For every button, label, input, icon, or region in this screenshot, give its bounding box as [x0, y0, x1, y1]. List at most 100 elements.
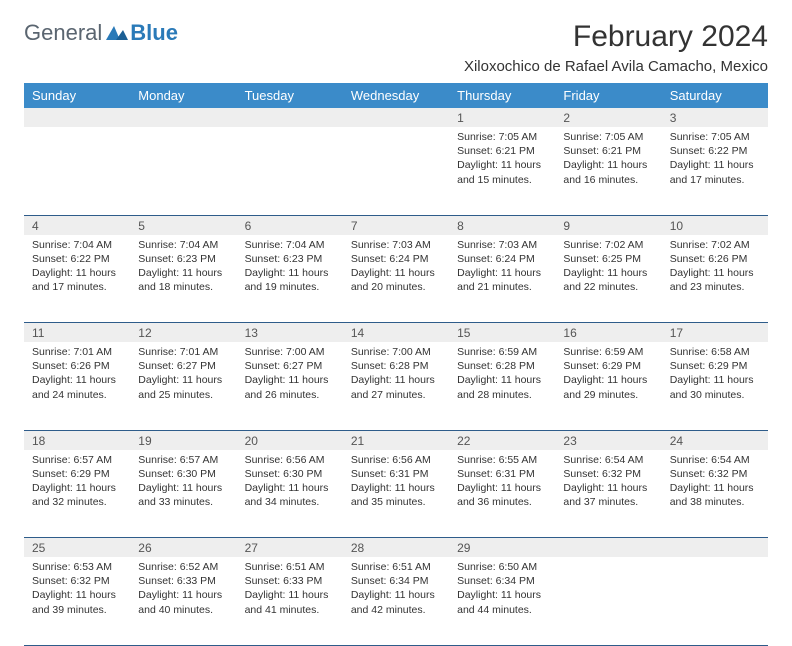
sunset-line: Sunset: 6:34 PM — [351, 574, 441, 588]
day-cell: Sunrise: 6:58 AMSunset: 6:29 PMDaylight:… — [662, 342, 768, 430]
sunset-line: Sunset: 6:26 PM — [32, 359, 122, 373]
day-number-cell: 24 — [662, 430, 768, 450]
day-cell — [130, 127, 236, 215]
day-cell: Sunrise: 7:05 AMSunset: 6:22 PMDaylight:… — [662, 127, 768, 215]
daylight-line: Daylight: 11 hours and 41 minutes. — [245, 588, 335, 616]
daylight-line: Daylight: 11 hours and 25 minutes. — [138, 373, 228, 401]
sunset-line: Sunset: 6:28 PM — [457, 359, 547, 373]
sunset-line: Sunset: 6:21 PM — [457, 144, 547, 158]
day-cell: Sunrise: 7:05 AMSunset: 6:21 PMDaylight:… — [555, 127, 661, 215]
sunrise-line: Sunrise: 6:56 AM — [351, 453, 441, 467]
day-number-cell: 1 — [449, 108, 555, 127]
day-cell-body: Sunrise: 7:00 AMSunset: 6:28 PMDaylight:… — [343, 342, 449, 407]
sunrise-line: Sunrise: 6:59 AM — [563, 345, 653, 359]
sunset-line: Sunset: 6:30 PM — [245, 467, 335, 481]
day-cell: Sunrise: 6:56 AMSunset: 6:30 PMDaylight:… — [237, 450, 343, 538]
week-row: Sunrise: 6:53 AMSunset: 6:32 PMDaylight:… — [24, 557, 768, 645]
sunset-line: Sunset: 6:30 PM — [138, 467, 228, 481]
sunset-line: Sunset: 6:24 PM — [457, 252, 547, 266]
sunset-line: Sunset: 6:34 PM — [457, 574, 547, 588]
day-number-cell: 10 — [662, 215, 768, 235]
sunrise-line: Sunrise: 6:50 AM — [457, 560, 547, 574]
day-cell: Sunrise: 7:04 AMSunset: 6:22 PMDaylight:… — [24, 235, 130, 323]
sunset-line: Sunset: 6:32 PM — [670, 467, 760, 481]
day-number-cell — [24, 108, 130, 127]
sunset-line: Sunset: 6:23 PM — [138, 252, 228, 266]
daylight-line: Daylight: 11 hours and 35 minutes. — [351, 481, 441, 509]
calendar-table: Sunday Monday Tuesday Wednesday Thursday… — [24, 83, 768, 646]
day-cell: Sunrise: 6:51 AMSunset: 6:33 PMDaylight:… — [237, 557, 343, 645]
day-header: Thursday — [449, 83, 555, 108]
day-number-cell: 13 — [237, 323, 343, 343]
day-header: Wednesday — [343, 83, 449, 108]
day-number-row: 2526272829 — [24, 538, 768, 558]
sunrise-line: Sunrise: 6:57 AM — [32, 453, 122, 467]
daylight-line: Daylight: 11 hours and 33 minutes. — [138, 481, 228, 509]
day-number-cell: 18 — [24, 430, 130, 450]
day-cell-body: Sunrise: 6:59 AMSunset: 6:28 PMDaylight:… — [449, 342, 555, 407]
day-number-cell — [237, 108, 343, 127]
header: General Blue February 2024 — [24, 20, 768, 54]
day-cell: Sunrise: 6:51 AMSunset: 6:34 PMDaylight:… — [343, 557, 449, 645]
day-number-cell: 20 — [237, 430, 343, 450]
daylight-line: Daylight: 11 hours and 26 minutes. — [245, 373, 335, 401]
daylight-line: Daylight: 11 hours and 28 minutes. — [457, 373, 547, 401]
day-cell: Sunrise: 7:00 AMSunset: 6:28 PMDaylight:… — [343, 342, 449, 430]
sunset-line: Sunset: 6:22 PM — [670, 144, 760, 158]
day-cell-body: Sunrise: 7:00 AMSunset: 6:27 PMDaylight:… — [237, 342, 343, 407]
day-cell: Sunrise: 6:53 AMSunset: 6:32 PMDaylight:… — [24, 557, 130, 645]
day-cell: Sunrise: 7:01 AMSunset: 6:27 PMDaylight:… — [130, 342, 236, 430]
day-cell: Sunrise: 6:57 AMSunset: 6:29 PMDaylight:… — [24, 450, 130, 538]
sunset-line: Sunset: 6:33 PM — [138, 574, 228, 588]
daylight-line: Daylight: 11 hours and 36 minutes. — [457, 481, 547, 509]
day-cell: Sunrise: 6:57 AMSunset: 6:30 PMDaylight:… — [130, 450, 236, 538]
day-number-cell: 5 — [130, 215, 236, 235]
day-cell-body: Sunrise: 7:02 AMSunset: 6:26 PMDaylight:… — [662, 235, 768, 300]
day-header: Monday — [130, 83, 236, 108]
day-cell: Sunrise: 6:59 AMSunset: 6:29 PMDaylight:… — [555, 342, 661, 430]
sunrise-line: Sunrise: 6:57 AM — [138, 453, 228, 467]
day-cell-body: Sunrise: 7:04 AMSunset: 6:22 PMDaylight:… — [24, 235, 130, 300]
day-number-cell: 17 — [662, 323, 768, 343]
day-cell — [555, 557, 661, 645]
day-cell: Sunrise: 7:03 AMSunset: 6:24 PMDaylight:… — [343, 235, 449, 323]
sunset-line: Sunset: 6:23 PM — [245, 252, 335, 266]
sunrise-line: Sunrise: 7:04 AM — [138, 238, 228, 252]
sunset-line: Sunset: 6:25 PM — [563, 252, 653, 266]
sunset-line: Sunset: 6:32 PM — [563, 467, 653, 481]
day-cell: Sunrise: 6:54 AMSunset: 6:32 PMDaylight:… — [555, 450, 661, 538]
daylight-line: Daylight: 11 hours and 34 minutes. — [245, 481, 335, 509]
daylight-line: Daylight: 11 hours and 18 minutes. — [138, 266, 228, 294]
daylight-line: Daylight: 11 hours and 37 minutes. — [563, 481, 653, 509]
week-row: Sunrise: 7:05 AMSunset: 6:21 PMDaylight:… — [24, 127, 768, 215]
day-cell-body: Sunrise: 7:05 AMSunset: 6:22 PMDaylight:… — [662, 127, 768, 192]
week-row: Sunrise: 7:04 AM Sunset: 6:22 PM Daylight:… — [24, 235, 768, 323]
daylight-line: Daylight: 11 hours and 15 minutes. — [457, 158, 547, 186]
sunrise-line: Sunrise: 7:05 AM — [670, 130, 760, 144]
day-cell-body: Sunrise: 7:03 AMSunset: 6:24 PMDaylight:… — [449, 235, 555, 300]
daylight-line: Daylight: 11 hours and 38 minutes. — [670, 481, 760, 509]
day-cell-body: Sunrise: 6:56 AMSunset: 6:31 PMDaylight:… — [343, 450, 449, 515]
daylight-line: Daylight: 11 hours and 24 minutes. — [32, 373, 122, 401]
day-cell-body: Sunrise: 7:05 AMSunset: 6:21 PMDaylight:… — [555, 127, 661, 192]
day-cell: Sunrise: 7:05 AMSunset: 6:21 PMDaylight:… — [449, 127, 555, 215]
day-number-cell: 16 — [555, 323, 661, 343]
sunrise-line: Sunrise: 6:59 AM — [457, 345, 547, 359]
day-cell: Sunrise: 7:03 AMSunset: 6:24 PMDaylight:… — [449, 235, 555, 323]
sunset-line: Sunset: 6:22 PM — [32, 252, 122, 266]
day-number-cell: 21 — [343, 430, 449, 450]
sunrise-line: Sunrise: 7:05 AM — [457, 130, 547, 144]
sunrise-line: Sunrise: 7:03 AM — [351, 238, 441, 252]
day-header: Friday — [555, 83, 661, 108]
day-cell-body: Sunrise: 7:04 AMSunset: 6:23 PMDaylight:… — [130, 235, 236, 300]
sunrise-line: Sunrise: 7:05 AM — [563, 130, 653, 144]
day-number-cell: 12 — [130, 323, 236, 343]
day-cell-body: Sunrise: 7:01 AMSunset: 6:26 PMDaylight:… — [24, 342, 130, 407]
day-number-cell: 22 — [449, 430, 555, 450]
daylight-line: Daylight: 11 hours and 17 minutes. — [670, 158, 760, 186]
sunset-line: Sunset: 6:29 PM — [670, 359, 760, 373]
week-row: Sunrise: 6:57 AMSunset: 6:29 PMDaylight:… — [24, 450, 768, 538]
day-number-cell: 15 — [449, 323, 555, 343]
day-number-cell: 2 — [555, 108, 661, 127]
day-number-cell: 19 — [130, 430, 236, 450]
